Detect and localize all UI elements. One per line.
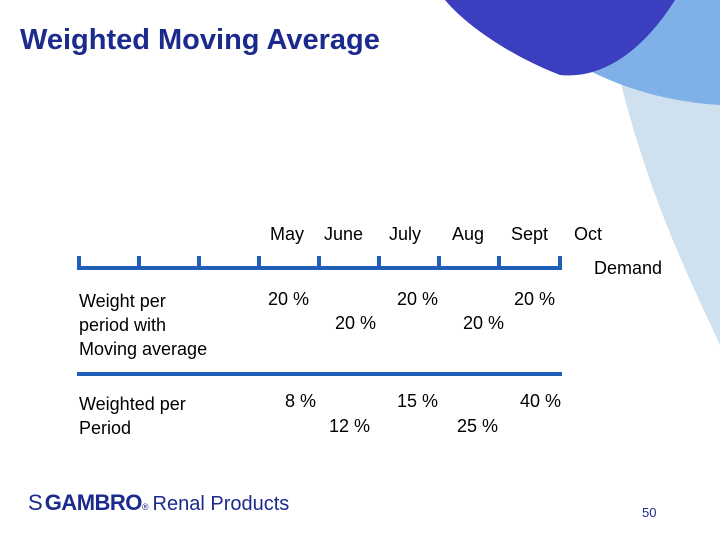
month-label-june: June <box>324 224 364 244</box>
weight-value-3: 20 % <box>397 289 439 309</box>
month-label-aug: Aug <box>452 224 485 244</box>
weight-row-label: Weight per period with Moving average <box>79 291 208 359</box>
company-logo: S GAMBRO ® Renal Products <box>28 490 289 516</box>
page-title: Weighted Moving Average <box>20 24 380 56</box>
weighted-value-4: 25 % <box>457 416 499 436</box>
weighted-row-label: Weighted per Period <box>79 394 186 438</box>
weighted-value-5: 40 % <box>520 391 562 411</box>
logo-subtitle: Renal Products <box>152 493 290 515</box>
weight-value-1: 20 % <box>268 289 310 309</box>
logo-registered: ® <box>141 502 149 512</box>
logo-brand: GAMBRO <box>44 490 143 515</box>
weighted-value-2: 12 % <box>329 416 371 436</box>
month-label-july: July <box>389 224 422 244</box>
logo-swirl-icon: S <box>28 490 43 515</box>
weighted-value-1: 8 % <box>285 391 317 411</box>
month-label-sept: Sept <box>511 224 549 244</box>
page-number: 50 <box>642 505 657 520</box>
month-label-oct: Oct <box>574 224 603 244</box>
weight-value-2: 20 % <box>335 313 377 333</box>
weight-value-4: 20 % <box>463 313 505 333</box>
weighted-value-3: 15 % <box>397 391 439 411</box>
weight-value-5: 20 % <box>514 289 556 309</box>
demand-label: Demand <box>594 258 663 278</box>
month-label-may: May <box>270 224 305 244</box>
